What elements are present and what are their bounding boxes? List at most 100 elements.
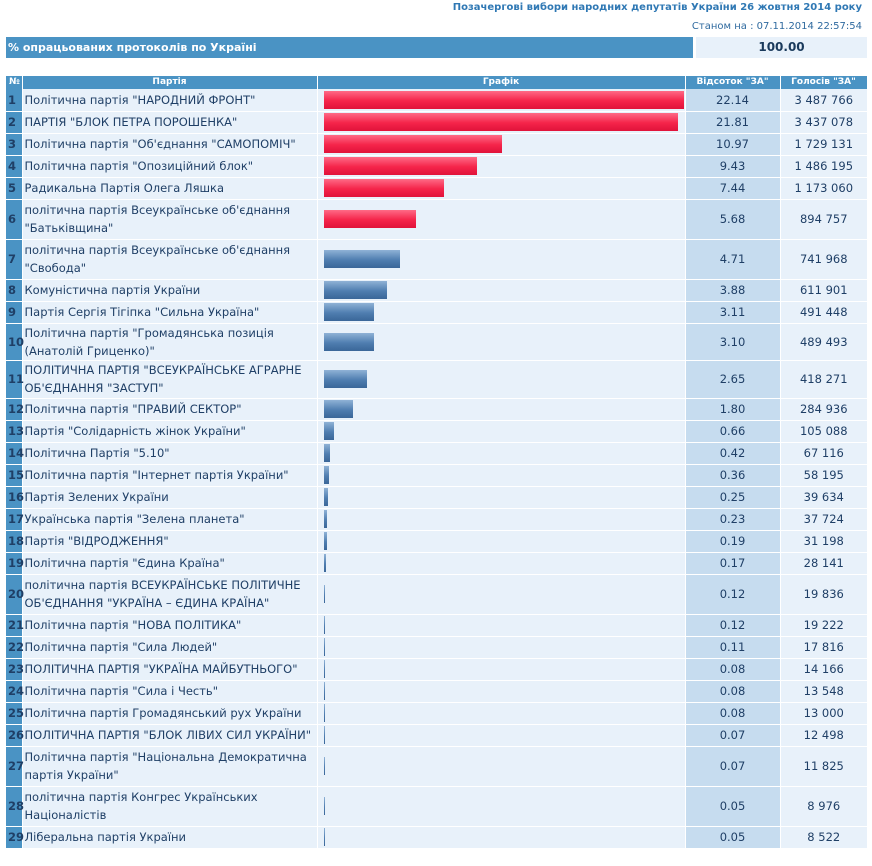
percent-value: 0.36 [685,464,781,487]
bar-container [318,509,685,530]
table-row: 13 Партія "Солідарність жінок України" 0.6… [6,420,867,443]
row-number: 16 [6,486,24,509]
bar [323,444,331,462]
graph-cell [317,614,686,637]
percent-value: 0.07 [685,724,781,747]
party-name: ПОЛІТИЧНА ПАРТІЯ "УКРАЇНА МАЙБУТНЬОГО" [22,658,318,681]
column-header-party: Партія [22,76,318,89]
percent-value: 0.05 [685,826,781,849]
graph-cell [317,636,686,659]
row-number: 1 [6,89,23,112]
bar-container [318,240,685,279]
party-name: Радикальна Партія Олега Ляшка [22,177,318,200]
table-row: 27 Політична партія "Національна Демократ… [6,746,867,787]
bar [323,400,353,418]
votes-value: 3 437 078 [780,111,867,134]
row-number: 11 [6,360,24,399]
party-name: Партія "Солідарність жінок України" [22,420,318,443]
table-row: 24 Політична партія "Сила і Честь" 0.08 13 … [6,680,867,703]
bar [323,90,684,109]
bar [323,281,387,299]
graph-cell [317,508,686,531]
votes-value: 14 166 [780,658,867,681]
row-number: 27 [6,746,24,787]
bar-container [318,553,685,574]
bar-container [318,200,685,239]
percent-value: 5.68 [685,199,781,240]
table-row: 14 Політична Партія "5.10" 0.42 67 116 [6,442,867,465]
votes-value: 28 141 [780,552,867,575]
votes-value: 19 836 [780,574,867,615]
timestamp-label: Станом на : [691,21,754,32]
party-name: ПОЛІТИЧНА ПАРТІЯ "БЛОК ЛІВИХ СИЛ УКРАЇНИ… [22,724,318,747]
graph-cell [317,680,686,703]
percent-value: 0.12 [685,614,781,637]
graph-cell [317,133,686,156]
bar [323,616,326,634]
votes-value: 489 493 [780,323,867,361]
bar [323,828,325,846]
bar [323,797,325,815]
votes-value: 1 173 060 [780,177,867,200]
votes-value: 13 548 [780,680,867,703]
bar [323,422,335,440]
votes-value: 611 901 [780,279,867,302]
votes-value: 31 198 [780,530,867,553]
percent-value: 1.80 [685,398,781,421]
row-number: 6 [6,199,23,240]
votes-value: 39 634 [780,486,867,509]
bar [323,585,326,603]
graph-cell [317,279,686,302]
party-name: ПОЛІТИЧНА ПАРТІЯ "ВСЕУКРАЇНСЬКЕ АГРАРНЕ … [22,360,318,399]
party-name: Політична партія "ПРАВИЙ СЕКТОР" [22,398,318,421]
graph-cell [317,552,686,575]
row-number: 18 [6,530,24,553]
row-number: 7 [6,239,23,280]
party-name: Партія Сергія Тігіпка "Сильна Україна" [22,301,318,324]
party-name: Політична партія Громадянський рух Украї… [22,702,318,725]
table-row: 17 Українська партія "Зелена планета" 0.23… [6,508,867,531]
votes-value: 741 968 [780,239,867,280]
bar-container [318,703,685,724]
table-row: 9 Партія Сергія Тігіпка "Сильна Україна" 3… [6,301,867,324]
bar [323,303,375,321]
percent-value: 4.71 [685,239,781,280]
row-number: 3 [6,133,23,156]
party-name: Політична партія "Опозиційний блок" [22,155,318,178]
column-header-votes: Голосів "ЗА" [780,76,868,89]
percent-value: 0.07 [685,746,781,787]
party-name: політична партія Всеукраїнське об'єднанн… [22,199,318,240]
graph-cell [317,199,686,240]
party-name: Політична партія "Сила Людей" [22,636,318,659]
bar-container [318,134,685,155]
party-name: Партія Зелених України [22,486,318,509]
percent-value: 0.23 [685,508,781,531]
table-row: 16 Партія Зелених України 0.25 39 634 [6,486,867,509]
table-row: 29 Ліберальна партія України 0.05 8 522 [6,826,867,849]
results-table: № Партія Графік Відсоток "ЗА" Голосів "З… [6,76,868,849]
votes-value: 491 448 [780,301,867,324]
row-number: 19 [6,552,24,575]
percent-value: 0.11 [685,636,781,659]
row-number: 21 [6,614,24,637]
row-number: 29 [6,826,24,849]
percent-value: 21.81 [685,111,781,134]
bar-container [318,487,685,508]
graph-cell [317,177,686,200]
table-header-row: № Партія Графік Відсоток "ЗА" Голосів "З… [6,76,868,89]
column-header-num: № [6,76,23,89]
graph-cell [317,111,686,134]
bar [323,726,325,744]
percent-value: 7.44 [685,177,781,200]
graph-cell [317,486,686,509]
votes-value: 67 116 [780,442,867,465]
timestamp-value: 07.11.2014 22:57:54 [756,21,862,32]
table-row: 20 політична партія ВСЕУКРАЇНСЬКЕ ПОЛІТИЧ… [6,574,867,615]
bar-container [318,659,685,680]
votes-value: 284 936 [780,398,867,421]
table-row: 28 політична партія Конгрес Українських Н… [6,786,867,827]
bar [323,113,679,131]
graph-cell [317,323,686,361]
percent-value: 2.65 [685,360,781,399]
graph-cell [317,239,686,280]
